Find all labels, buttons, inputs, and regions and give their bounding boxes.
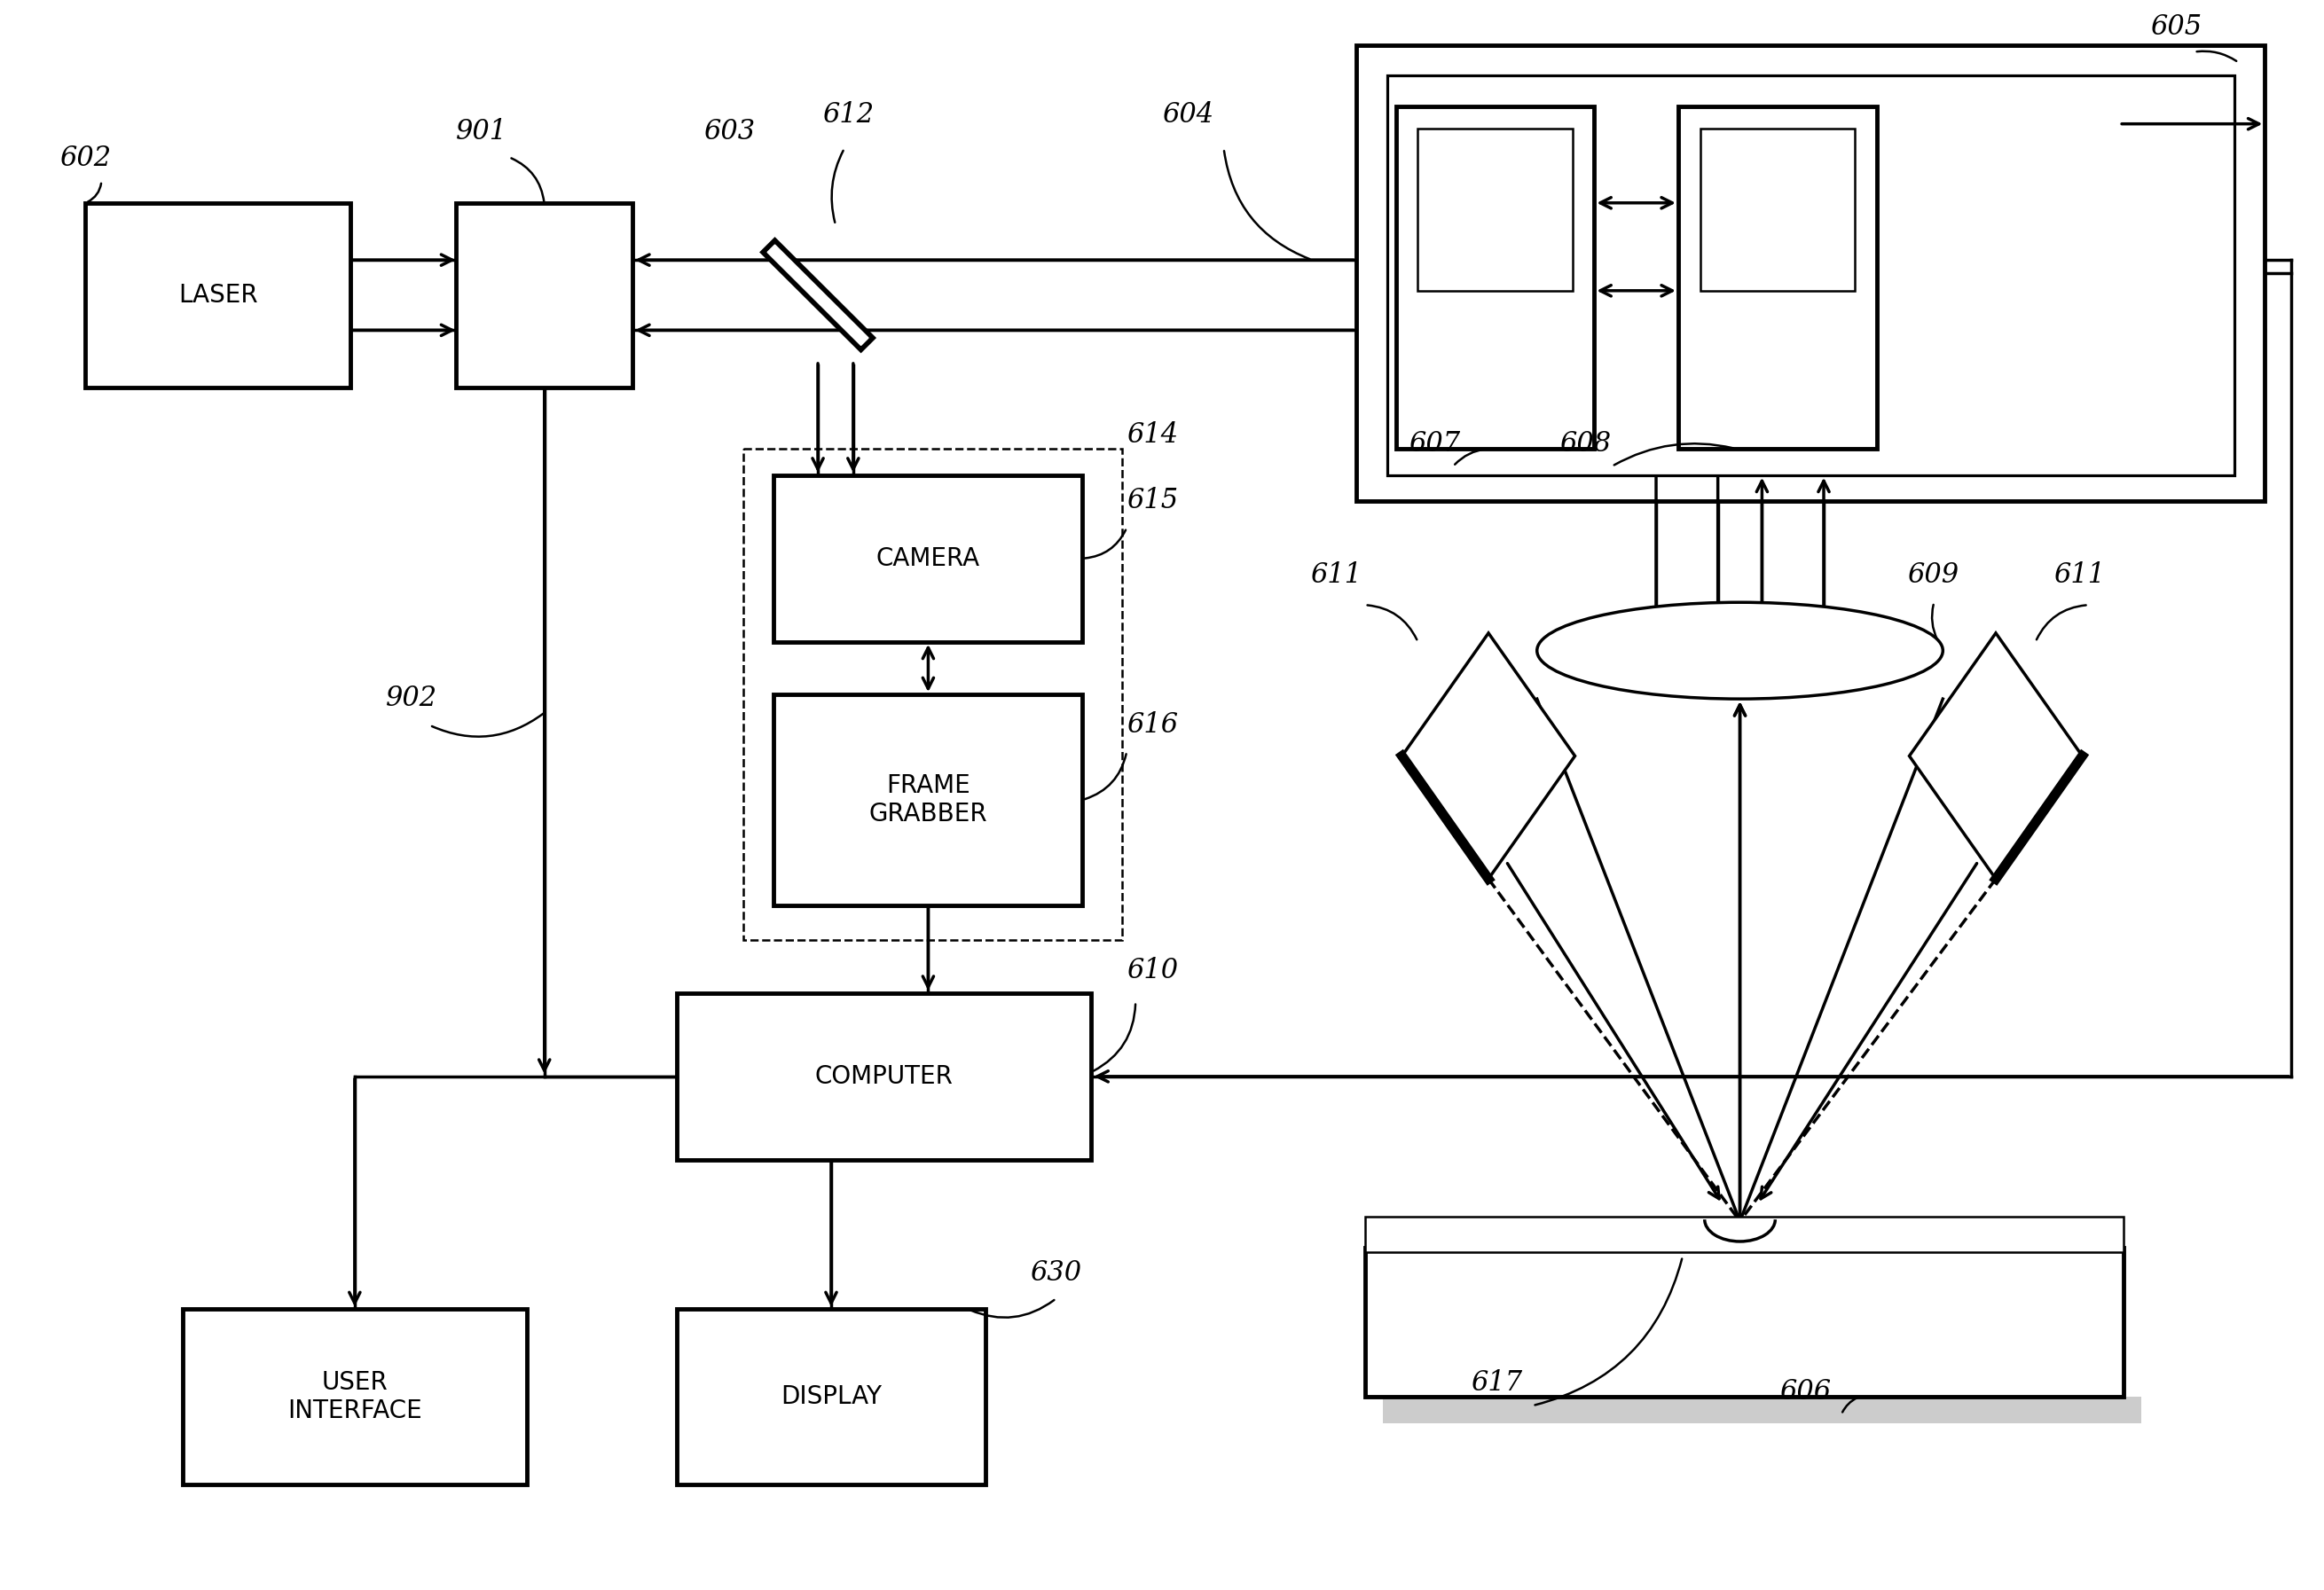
Text: LASER: LASER [179,283,258,307]
Text: 607: 607 [1408,429,1459,458]
Bar [676,994,1092,1159]
Text: CAMERA: CAMERA [876,545,981,571]
Text: USER
INTERFACE: USER INTERFACE [288,1371,423,1423]
Bar [184,1309,528,1485]
Text: 617: 617 [1471,1369,1522,1398]
Bar [1364,1216,2124,1251]
Bar [1701,129,1855,291]
Text: 614: 614 [1127,421,1178,448]
Text: 902: 902 [386,685,437,712]
Text: 606: 606 [1780,1379,1831,1406]
Polygon shape [1401,633,1576,879]
Bar [1357,45,2266,501]
Text: COMPUTER: COMPUTER [816,1064,953,1089]
Bar [456,204,632,388]
Text: 605: 605 [2150,13,2201,40]
Text: 610: 610 [1127,957,1178,984]
Text: FRAME
GRABBER: FRAME GRABBER [869,773,988,827]
Bar [86,204,351,388]
Text: 611: 611 [2052,561,2106,590]
Text: 604: 604 [1162,100,1213,129]
Text: 603: 603 [704,118,755,146]
Text: 611: 611 [1311,561,1362,590]
Text: 630: 630 [1030,1259,1081,1288]
Text: 612: 612 [823,100,874,129]
Ellipse shape [1536,603,1943,700]
Polygon shape [1910,633,2082,879]
Text: 608: 608 [1559,429,1611,458]
Text: 602: 602 [58,145,112,172]
Bar [1364,1248,2124,1398]
Text: 615: 615 [1127,487,1178,515]
Bar [744,448,1122,940]
Text: 609: 609 [1908,561,1959,590]
Text: 616: 616 [1127,711,1178,738]
Bar [774,475,1083,642]
Text: 901: 901 [456,118,507,146]
Bar [774,695,1083,905]
Bar [1397,107,1594,448]
Bar [676,1309,985,1485]
Polygon shape [767,245,869,345]
Bar [1383,1398,2140,1423]
Bar [1387,76,2233,475]
Bar [1418,129,1573,291]
Bar [1678,107,1878,448]
Polygon shape [762,238,874,351]
Text: DISPLAY: DISPLAY [781,1385,881,1409]
